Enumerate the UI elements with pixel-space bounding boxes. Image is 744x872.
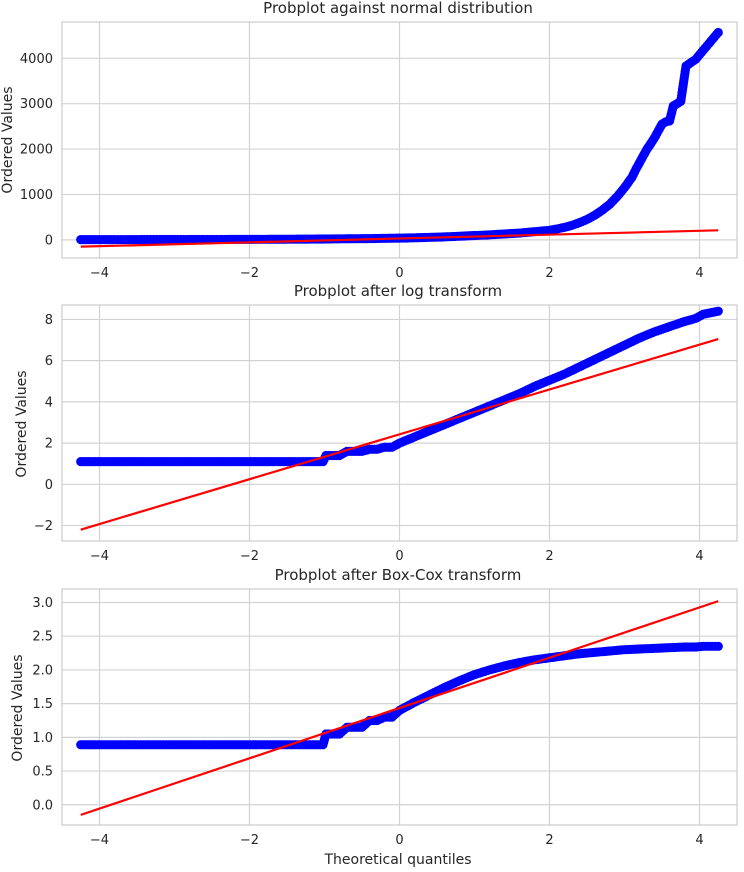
y-tick-label: 1.5 [32, 697, 53, 712]
y-tick-labels: −2 0 2 4 6 8 [34, 313, 53, 534]
data-point [713, 306, 723, 316]
x-tick-label: −4 [90, 266, 109, 281]
panel-title: Probplot after log transform [294, 282, 502, 300]
x-tick-label: −2 [240, 266, 259, 281]
gridlines [62, 22, 737, 258]
x-tick-label: 2 [545, 549, 553, 564]
y-tick-label: 0.5 [32, 765, 53, 780]
x-axis-label: Theoretical quantiles [323, 852, 471, 868]
panel-title: Probplot after Box-Cox transform [275, 566, 522, 584]
x-tick-label: −2 [240, 833, 259, 848]
fit-line [80, 229, 719, 248]
y-tick-label: 2.0 [32, 663, 53, 678]
plot-frame [61, 588, 738, 826]
gridlines [62, 589, 737, 825]
x-tick-label: 2 [545, 833, 553, 848]
x-tick-label: −2 [240, 549, 259, 564]
y-tick-label: 3000 [20, 97, 53, 112]
x-tick-label: 0 [395, 833, 403, 848]
x-tick-labels: −4 −2 0 2 4 [90, 266, 704, 281]
y-tick-label: 2 [45, 437, 53, 452]
y-tick-label: 0 [45, 478, 53, 493]
data-point [713, 27, 723, 38]
y-tick-label: −2 [34, 519, 53, 534]
y-tick-label: 0.0 [32, 798, 53, 813]
x-tick-label: −4 [90, 833, 109, 848]
y-tick-label: 2000 [20, 143, 53, 158]
x-tick-label: 0 [395, 266, 403, 281]
x-tick-label: 4 [695, 266, 703, 281]
fit-line [80, 337, 719, 531]
y-tick-label: 3.0 [32, 596, 53, 611]
y-tick-label: 8 [45, 313, 53, 328]
y-tick-label: 4 [45, 395, 53, 410]
data-point [713, 641, 723, 651]
x-tick-label: 2 [545, 266, 553, 281]
y-tick-label: 6 [45, 354, 53, 369]
y-tick-label: 2.5 [32, 630, 53, 645]
x-tick-label: −4 [90, 549, 109, 564]
plot-frame [61, 304, 738, 542]
plot-frame [61, 21, 738, 259]
y-tick-labels: 0.0 0.5 1.0 1.5 2.0 2.5 3.0 [32, 596, 53, 813]
y-tick-label: 1000 [20, 188, 53, 203]
x-tick-labels: −4 −2 0 2 4 [90, 833, 704, 848]
y-tick-labels: 0 1000 2000 3000 4000 [20, 52, 53, 249]
panel-title: Probplot against normal distribution [263, 0, 533, 17]
x-tick-labels: −4 −2 0 2 4 [90, 549, 704, 564]
y-tick-label: 4000 [20, 52, 53, 67]
x-tick-label: 4 [695, 549, 703, 564]
y-tick-label: 1.0 [32, 731, 53, 746]
x-tick-label: 4 [695, 833, 703, 848]
panel-box-cox-transform: Probplot after Box-Cox transform Ordered… [10, 566, 738, 848]
y-axis-label: Ordered Values [0, 86, 16, 193]
data-points [76, 641, 723, 750]
y-axis-label: Ordered Values [10, 654, 26, 761]
panel-normal-distribution: Probplot against normal distribution Ord… [0, 0, 738, 281]
x-tick-label: 0 [395, 549, 403, 564]
fit-line [80, 600, 719, 816]
y-axis-label: Ordered Values [14, 370, 30, 477]
panel-log-transform: Probplot after log transform Ordered Val… [14, 282, 738, 564]
gridlines [62, 305, 737, 541]
y-tick-label: 0 [45, 233, 53, 248]
